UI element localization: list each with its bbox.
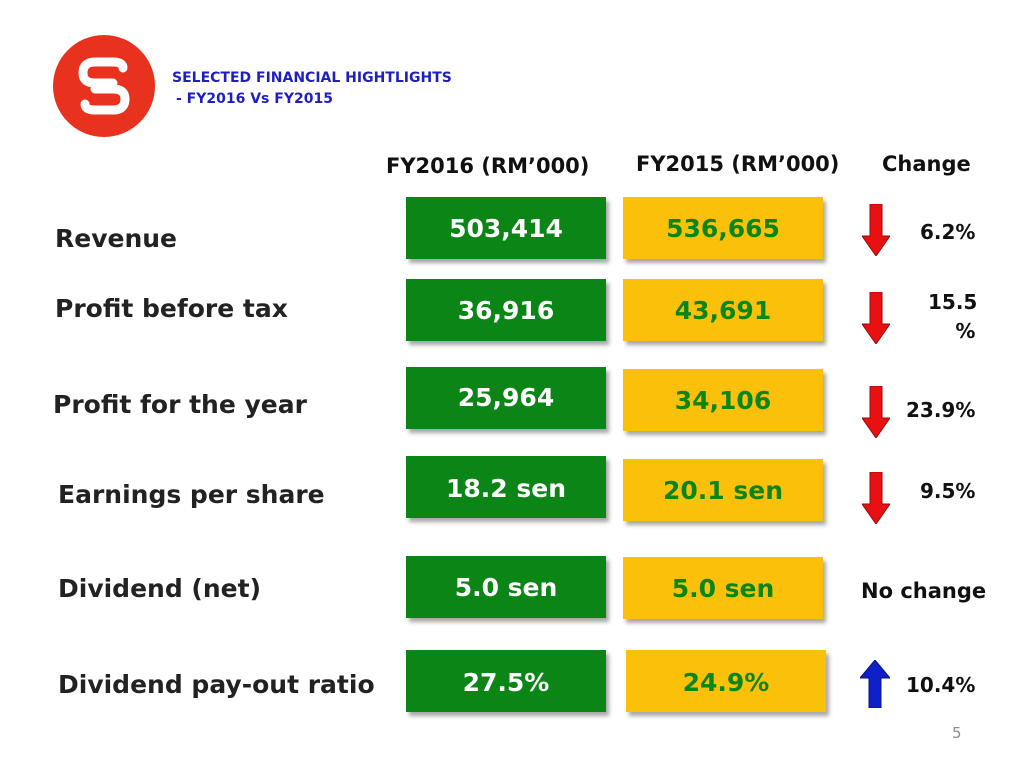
change-profit-for-the-year: 23.9% — [906, 398, 976, 422]
down-arrow-icon — [862, 386, 890, 438]
fy2016-value-profit-before-tax: 36,916 — [406, 279, 606, 341]
fy2016-value-earnings-per-share: 18.2 sen — [406, 456, 606, 518]
fy2015-value-earnings-per-share: 20.1 sen — [623, 459, 823, 521]
slide-title: SELECTED FINANCIAL HIGHTLIGHTS - FY2016 … — [172, 68, 452, 110]
fy2015-value-text: 20.1 sen — [662, 475, 784, 505]
page-number: 5 — [952, 724, 962, 742]
fy2016-value-text: 27.5% — [462, 668, 550, 697]
row-label-dividend-net: Dividend (net) — [58, 574, 261, 603]
fy2016-value-dividend-net: 5.0 sen — [406, 556, 606, 618]
fy2016-value-text: 5.0 sen — [454, 572, 558, 602]
column-header-fy2015: FY2015 (RM’000) — [636, 152, 840, 176]
row-label-revenue: Revenue — [55, 224, 178, 253]
fy2015-value-profit-before-tax: 43,691 — [623, 279, 823, 341]
down-arrow-icon — [862, 292, 890, 344]
fy2016-value-text: 25,964 — [457, 383, 555, 412]
fy2015-value-text: 24.9% — [682, 668, 770, 697]
change-line-2: % — [955, 319, 976, 343]
change-line-1: 15.5 — [928, 290, 978, 314]
row-label-earnings-per-share: Earnings per share — [58, 480, 325, 509]
company-logo — [53, 35, 155, 137]
fy2016-value-text: 503,414 — [449, 213, 563, 243]
change-profit-before-tax: 15.5 % — [928, 288, 977, 346]
fy2015-value-text: 43,691 — [674, 295, 772, 325]
fy2016-value-text: 36,916 — [457, 295, 555, 325]
fy2016-value-revenue: 503,414 — [406, 197, 606, 259]
fy2015-value-text: 34,106 — [674, 385, 772, 415]
up-arrow-icon — [860, 660, 890, 708]
title-line-2: - FY2016 Vs FY2015 — [176, 91, 333, 107]
fy2016-value-dividend-payout-ratio: 27.5% — [406, 650, 606, 712]
fy2015-value-revenue: 536,665 — [623, 197, 823, 259]
fy2016-value-text: 18.2 sen — [445, 474, 567, 503]
fy2015-value-dividend-net: 5.0 sen — [623, 557, 823, 619]
change-revenue: 6.2% — [920, 220, 976, 244]
column-header-change: Change — [882, 152, 971, 176]
title-line-1: SELECTED FINANCIAL HIGHTLIGHTS — [172, 70, 452, 86]
change-earnings-per-share: 9.5% — [920, 479, 976, 503]
change-dividend-payout-ratio: 10.4% — [906, 673, 976, 697]
fy2015-value-text: 536,665 — [666, 213, 780, 243]
down-arrow-icon — [862, 204, 890, 256]
fy2016-value-profit-for-the-year: 25,964 — [406, 367, 606, 429]
down-arrow-icon — [862, 472, 890, 524]
row-label-dividend-payout-ratio: Dividend pay-out ratio — [58, 670, 375, 699]
logo-mark-icon — [78, 57, 130, 115]
fy2015-value-text: 5.0 sen — [671, 573, 775, 603]
row-label-profit-for-the-year: Profit for the year — [53, 390, 307, 419]
fy2015-value-dividend-payout-ratio: 24.9% — [626, 650, 826, 712]
fy2015-value-profit-for-the-year: 34,106 — [623, 369, 823, 431]
change-dividend-net: No change — [861, 579, 987, 603]
row-label-profit-before-tax: Profit before tax — [55, 294, 288, 323]
column-header-fy2016: FY2016 (RM’000) — [386, 154, 590, 178]
